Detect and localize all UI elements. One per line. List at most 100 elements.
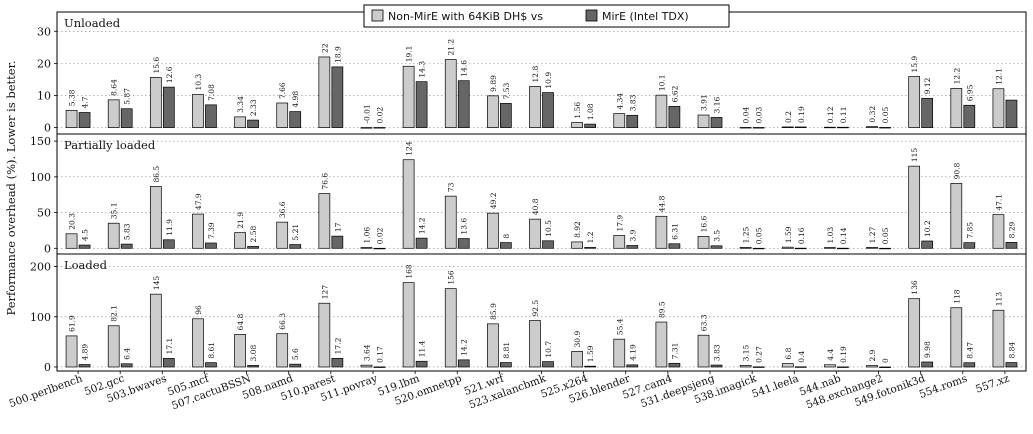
bar-non-mire-541.leela <box>781 126 794 128</box>
value-label: 9.98 <box>923 341 932 358</box>
value-label: 85.9 <box>489 303 498 320</box>
bar-mire-508.namd <box>289 363 302 368</box>
value-label: 4.89 <box>81 344 90 361</box>
value-label: 3.16 <box>713 97 722 114</box>
value-label: 4.5 <box>81 229 90 241</box>
bar-non-mire-511.povray <box>360 247 373 249</box>
value-label: 12.2 <box>952 67 961 84</box>
value-label: 2.9 <box>868 349 877 361</box>
y-tick-label: 50 <box>37 207 51 220</box>
value-label: 21.2 <box>447 39 456 56</box>
bar-mire-520.omnetpp <box>457 80 470 128</box>
bar-non-mire-548.exchange2 <box>866 247 878 249</box>
bar-mire-526.blender <box>626 364 639 368</box>
bar-mire-500.perlbench <box>78 364 91 368</box>
bar-mire-510.parest <box>331 235 344 249</box>
bar-mire-519.lbm <box>415 81 428 128</box>
bar-non-mire-531.deepsjeng <box>697 114 710 128</box>
bar-mire-531.deepsjeng <box>710 364 723 368</box>
bar-mire-521.wrf <box>500 242 512 249</box>
panel-title: Loaded <box>64 258 108 272</box>
bar-non-mire-508.namd <box>276 102 289 128</box>
value-label: 13.6 <box>460 218 469 235</box>
bar-non-mire-519.lbm <box>402 159 415 249</box>
value-label: 7.08 <box>207 84 216 101</box>
bar-mire-554.roms <box>963 242 976 249</box>
value-label: 14.3 <box>418 61 427 78</box>
category-label: 554.roms <box>918 373 969 401</box>
legend: Non-MirE with 64KiB DH$ vs MirE (Intel T… <box>363 4 730 28</box>
value-label: 5.6 <box>291 348 300 360</box>
value-label: 14.6 <box>460 60 469 77</box>
bar-mire-511.povray <box>373 247 386 250</box>
bar-mire-541.leela <box>794 247 807 250</box>
value-label: 92.5 <box>531 300 540 317</box>
bar-non-mire-525.x264 <box>571 122 583 128</box>
bar-non-mire-508.namd <box>276 221 289 249</box>
value-label: 7.53 <box>502 82 511 99</box>
bar-non-mire-511.povray <box>360 127 373 129</box>
value-label: 4.19 <box>628 344 637 361</box>
y-tick-label: 150 <box>30 135 51 148</box>
bar-non-mire-541.leela <box>781 246 794 249</box>
bar-non-mire-527.cam4 <box>655 215 668 249</box>
value-label: 0.4 <box>797 351 806 363</box>
chart-panels: 0 10 20 30 5.38 8.64 15.6 10.3 3.34 7.66 22 -0.01 19… <box>30 11 1027 374</box>
y-tick-label: 0 <box>44 122 51 135</box>
category-labels: 500.perlbench502.gcc503.bwaves505.mcf507… <box>8 371 1011 412</box>
value-label: 0.27 <box>755 346 764 363</box>
bar-mire-500.perlbench <box>78 112 91 128</box>
bar-mire-507.cactuBSSN <box>247 119 259 128</box>
value-label: 0.2 <box>784 111 793 123</box>
value-label: 0.02 <box>375 227 384 244</box>
value-label: 9.12 <box>923 77 932 94</box>
y-tick-label: 200 <box>30 261 51 274</box>
bar-mire-526.blender <box>626 114 639 128</box>
value-label: 36.6 <box>278 201 287 218</box>
value-label: 156 <box>447 270 456 285</box>
bar-non-mire-508.namd <box>276 333 289 368</box>
y-tick-label: 0 <box>44 242 51 255</box>
legend-swatch-non-mire <box>371 9 384 22</box>
bar-non-mire-520.omnetpp <box>444 195 457 249</box>
bar-mire-557.xz <box>1005 242 1018 249</box>
bar-mire-505.mcf <box>205 104 217 128</box>
value-label: 0.32 <box>868 106 877 123</box>
bar-non-mire-538.imagick <box>739 247 752 249</box>
value-label: 124 <box>405 141 414 156</box>
bar-mire-520.omnetpp <box>457 359 470 368</box>
value-label: 145 <box>152 276 161 291</box>
bar-mire-521.wrf <box>500 103 512 128</box>
category-label: 500.perlbench <box>8 372 85 410</box>
bar-mire-548.exchange2 <box>879 247 891 250</box>
bar-non-mire-523.xalancbmk <box>529 320 541 368</box>
bar-mire-527.cam4 <box>668 362 681 368</box>
value-label: 3.5 <box>713 230 722 242</box>
value-label: 1.27 <box>868 226 877 243</box>
value-label: 115 <box>910 148 919 163</box>
value-label: 96 <box>194 305 203 315</box>
value-label: 10.9 <box>544 72 553 89</box>
bar-non-mire-523.xalancbmk <box>529 218 541 249</box>
bar-non-mire-510.parest <box>318 302 331 368</box>
panel-unloaded: 0 10 20 30 5.38 8.64 15.6 10.3 3.34 7.66 22 -0.01 19… <box>37 11 1027 135</box>
bar-mire-549.fotonik3d <box>921 361 934 368</box>
bar-non-mire-554.roms <box>950 183 963 249</box>
value-label: 47.9 <box>194 193 203 210</box>
value-label: 127 <box>320 285 329 300</box>
bar-mire-554.roms <box>963 362 976 368</box>
bar-mire-523.xalancbmk <box>542 240 554 249</box>
value-label: 3.64 <box>362 344 371 361</box>
panel-title: Partially loaded <box>64 138 156 152</box>
value-label: 15.9 <box>910 56 919 73</box>
value-label: 44.8 <box>657 195 666 212</box>
value-label: 0.19 <box>839 346 848 363</box>
bar-non-mire-526.blender <box>613 113 626 128</box>
bar-mire-549.fotonik3d <box>921 240 934 249</box>
bar-non-mire-554.roms <box>950 88 963 128</box>
bar-mire-521.wrf <box>500 362 512 368</box>
bar-mire-549.fotonik3d <box>921 97 934 128</box>
value-label: 0.19 <box>797 106 806 123</box>
bar-non-mire-502.gcc <box>107 325 120 368</box>
